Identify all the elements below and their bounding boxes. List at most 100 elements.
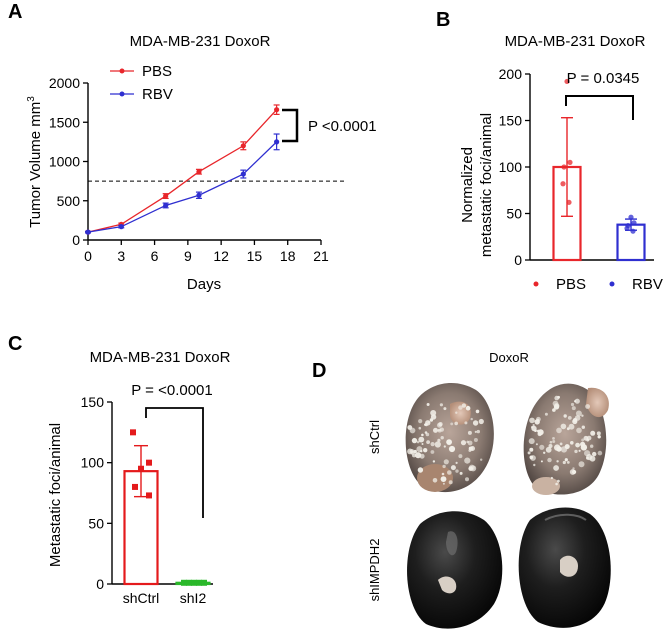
metastatic-spot <box>441 472 445 476</box>
metastatic-spot <box>423 448 428 453</box>
metastatic-spot <box>544 412 548 416</box>
metastatic-spot <box>407 425 413 430</box>
metastatic-spot <box>443 445 446 448</box>
metastatic-spot <box>578 449 581 452</box>
panel-d-title: DoxoR <box>489 350 529 365</box>
data-point-shctrl <box>132 483 138 490</box>
lung-image-shimpdh2-left <box>407 511 503 629</box>
metastatic-spot <box>448 480 453 485</box>
metastatic-spot <box>592 451 597 457</box>
metastatic-spot <box>437 438 441 442</box>
metastatic-spot <box>564 458 568 462</box>
metastatic-spot <box>574 398 580 404</box>
metastatic-spot <box>474 430 477 433</box>
panel-b-title: MDA-MB-231 DoxoR <box>505 33 646 50</box>
panel-a-ytick-label: 0 <box>72 232 80 248</box>
metastatic-spot <box>465 477 469 482</box>
metastatic-spot <box>416 440 420 444</box>
metastatic-spot <box>575 410 582 417</box>
data-point-shi2 <box>186 579 192 586</box>
metastatic-spot <box>465 405 471 411</box>
panel-a-legend: PBS RBV <box>110 63 173 103</box>
metastatic-spot <box>442 482 445 485</box>
metastatic-spot <box>421 433 424 437</box>
metastatic-spot <box>410 450 415 455</box>
metastatic-spot <box>576 427 582 434</box>
data-point-pbs <box>561 164 567 170</box>
metastatic-spot <box>573 418 578 423</box>
panel-a-ytick-label: 2000 <box>49 75 80 91</box>
metastatic-spot <box>596 431 601 436</box>
metastatic-spot <box>532 424 535 427</box>
metastatic-spot <box>552 437 555 440</box>
panel-b-significance-bracket <box>565 95 634 120</box>
metastatic-spot <box>549 440 553 444</box>
data-point-pbs <box>560 181 566 187</box>
metastatic-spot <box>430 414 437 420</box>
data-point-pbs <box>240 143 246 149</box>
legend-b-rbv-label: RBV <box>632 276 663 293</box>
metastatic-spot <box>581 438 585 442</box>
lung-image-shctrl-left <box>405 383 494 493</box>
metastatic-spot <box>580 441 586 447</box>
metastatic-spot <box>459 471 463 475</box>
metastatic-spot <box>570 402 575 407</box>
metastatic-spot <box>450 446 453 449</box>
data-point-rbv <box>118 224 124 230</box>
panel-a: A MDA-MB-231 DoxoR Tumor Volume mm3 Days… <box>8 1 377 293</box>
metastatic-spot <box>570 441 574 445</box>
metastatic-spot <box>581 425 585 429</box>
panel-a-xtick-label: 18 <box>280 248 296 264</box>
panel-a-xtick-label: 9 <box>184 248 192 264</box>
metastatic-spot <box>434 441 441 448</box>
panel-a-ylabel-sup: 3 <box>26 96 37 102</box>
series-line-pbs <box>87 109 278 233</box>
metastatic-spot <box>571 406 576 411</box>
panel-a-title: MDA-MB-231 DoxoR <box>130 33 271 50</box>
metastatic-spot <box>432 478 438 483</box>
metastatic-spot <box>470 417 473 421</box>
panel-d: D DoxoR shCtrl shIMPDH2 <box>312 350 611 629</box>
panel-a-pvalue: P <0.0001 <box>308 118 377 135</box>
metastatic-spot <box>464 421 468 425</box>
metastatic-spot <box>466 440 470 444</box>
data-point-pbs <box>567 159 573 165</box>
legend-rbv-label: RBV <box>142 86 173 103</box>
metastatic-spot <box>552 400 559 407</box>
metastatic-spot <box>535 443 538 446</box>
metastatic-spot <box>430 410 437 416</box>
data-point-rbv <box>630 228 636 234</box>
data-point-shctrl <box>138 465 144 472</box>
metastatic-spot <box>416 446 423 453</box>
panel-c-pvalue: P = <0.0001 <box>131 382 212 399</box>
metastatic-spot <box>454 421 459 426</box>
metastatic-spot <box>545 446 552 453</box>
panel-b-ytick-label: 200 <box>499 66 523 82</box>
metastatic-spot <box>443 407 447 411</box>
panel-b-legend: PBS RBV <box>533 276 663 293</box>
panel-a-significance-bracket <box>282 108 299 143</box>
panel-b-ylabel-line1: Normalized <box>459 147 476 223</box>
data-point-pbs <box>196 169 202 175</box>
panel-a-axes <box>87 83 321 241</box>
metastatic-spot <box>555 482 558 486</box>
panel-a-ylabel-main: Tumor Volume mm <box>27 102 44 228</box>
panel-b-marks <box>552 78 646 262</box>
data-point-pbs <box>566 199 572 205</box>
tissue-fragment <box>560 555 578 577</box>
metastatic-spot <box>429 418 434 422</box>
metastatic-spots <box>407 403 484 485</box>
panel-c-ticks: 0 50 100 150 shCtrl shI2 <box>81 394 207 606</box>
panel-a-xtick-label: 3 <box>117 248 125 264</box>
metastatic-spot <box>584 450 591 457</box>
metastatic-spot <box>530 455 536 461</box>
panel-letter-c: C <box>8 333 22 355</box>
panel-a-xtick-label: 0 <box>84 248 92 264</box>
metastatic-spot <box>572 467 575 470</box>
panel-b-ytick-label: 150 <box>499 113 523 129</box>
metastatic-spot <box>443 459 449 465</box>
metastatic-spot <box>562 460 566 465</box>
data-point-rbv <box>631 220 637 226</box>
metastatic-spot <box>433 427 438 433</box>
metastatic-spot <box>528 438 535 445</box>
